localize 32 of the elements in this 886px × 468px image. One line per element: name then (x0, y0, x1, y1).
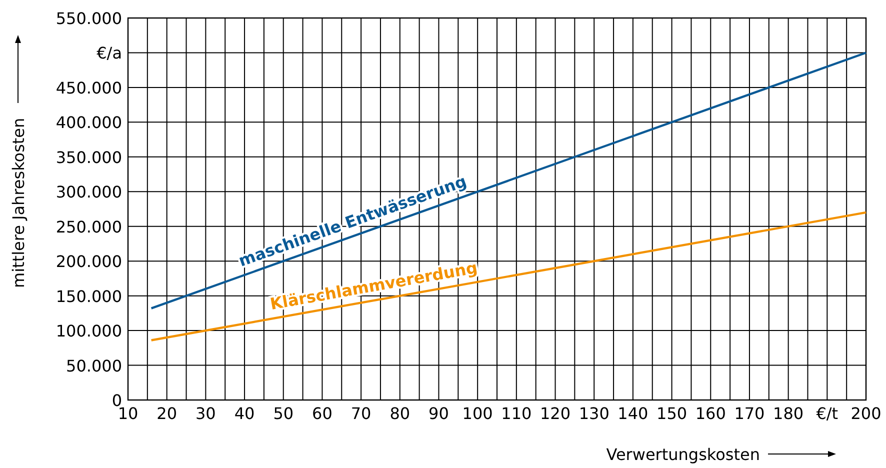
x-tick-label: 80 (390, 404, 410, 423)
x-tick-label: 70 (350, 404, 372, 423)
y-tick-label: 450.000 (56, 78, 122, 98)
y-axis-title: mittlere Jahreskosten (9, 118, 28, 288)
y-tick-label: 100.000 (56, 322, 122, 341)
y-tick-label: 400.000 (56, 113, 122, 132)
x-axis-title: Verwertungskosten (606, 445, 760, 464)
x-tick-label: 20 (156, 404, 178, 423)
y-tick-label: 200.000 (56, 252, 122, 272)
x-tick-label: 50 (273, 404, 294, 423)
x-tick-label: 120 (540, 404, 571, 423)
x-tick-label: 170 (734, 404, 765, 423)
y-tick-label: €/a (96, 44, 122, 63)
x-tick-label: 30 (196, 404, 216, 423)
y-tick-label: 250.000 (56, 217, 122, 236)
y-tick-label: 350.000 (56, 148, 122, 167)
y-tick-label: 300.000 (56, 182, 122, 202)
x-tick-label: 200 (850, 404, 882, 423)
x-tick-label: 60 (312, 404, 332, 423)
y-tick-label: 50.000 (66, 356, 122, 376)
x-tick-label: 130 (578, 404, 610, 423)
y-tick-label: 550.000 (56, 9, 122, 28)
x-tick-label: 90 (428, 404, 449, 423)
x-tick-label: €/t (816, 404, 838, 423)
x-tick-label: 150 (656, 404, 688, 423)
x-tick-label: 110 (501, 404, 532, 423)
x-tick-label: 180 (773, 404, 804, 423)
x-tick-label: 100 (462, 404, 493, 423)
x-tick-label: 140 (618, 404, 648, 423)
x-tick-label: 160 (695, 404, 726, 423)
y-tick-label: 150.000 (56, 286, 122, 306)
x-tick-label: 40 (234, 404, 255, 423)
